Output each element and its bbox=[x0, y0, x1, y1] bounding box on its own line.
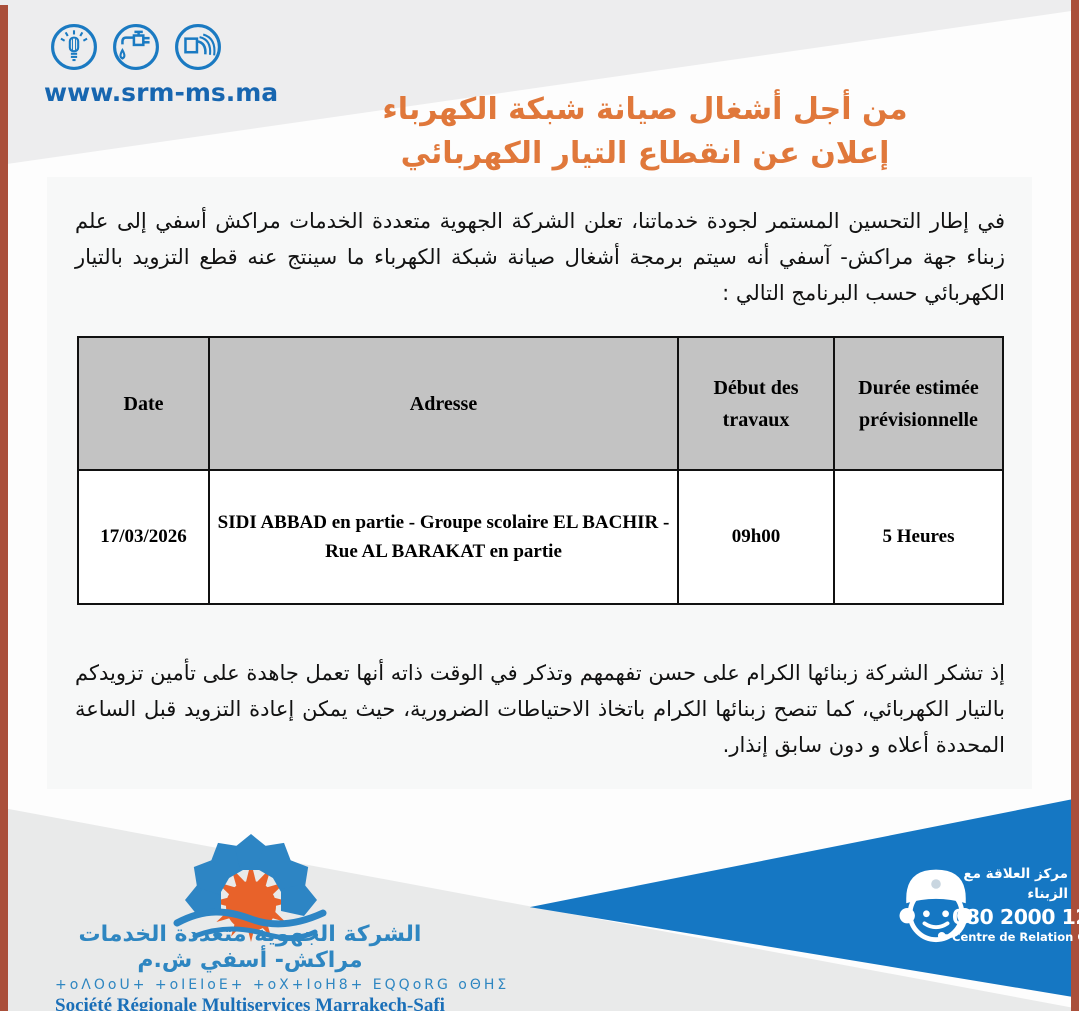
right-edge-strip bbox=[1071, 0, 1079, 1011]
title-line-1: من أجل أشغال صيانة شبكة الكهرباء bbox=[382, 92, 908, 127]
electricity-icon bbox=[51, 24, 97, 70]
cell-date: 17/03/2026 bbox=[77, 469, 210, 605]
brand-name-tifinagh: +oΛOoU+ +oIEIoE+ +oX+IoH8+ EQQoRG oΘHΣ bbox=[55, 977, 510, 993]
col-header-duree: Durée estimée prévisionnelle bbox=[833, 336, 1004, 471]
table-row: 17/03/2026 SIDI ABBAD en partie - Groupe… bbox=[77, 469, 1004, 605]
outro-paragraph: إذ تشكر الشركة زبنائها الكرام على حسن تف… bbox=[75, 661, 1005, 757]
outage-schedule-table: Date Adresse Début des travaux Durée est… bbox=[77, 336, 1004, 605]
contact-label-french: Centre de Relation Client bbox=[952, 930, 1079, 944]
cell-debut: 09h00 bbox=[677, 469, 835, 605]
title-line-2: إعلان عن انقطاع التيار الكهربائي bbox=[400, 136, 890, 171]
left-edge-strip bbox=[0, 5, 8, 1011]
support-mascot-icon bbox=[899, 869, 973, 943]
brand-text-block: الشركة الجهوية متعددة الخدمات مراكش- أسف… bbox=[55, 922, 510, 1011]
contact-phone-number: 080 2000 123 bbox=[952, 905, 1079, 929]
brand-name-french: Société Régionale Multiservices Marrakec… bbox=[55, 995, 445, 1011]
intro-paragraph: في إطار التحسين المستمر لجودة خدماتنا، ت… bbox=[75, 209, 1005, 305]
sanitation-icon bbox=[175, 24, 221, 70]
cell-adresse: SIDI ABBAD en partie - Groupe scolaire E… bbox=[208, 469, 679, 605]
col-header-date: Date bbox=[77, 336, 210, 471]
contact-label-arabic: مركز العلاقة مع الزبناء bbox=[963, 866, 1068, 902]
utility-icons bbox=[50, 23, 222, 71]
brand-name-arabic: الشركة الجهوية متعددة الخدمات مراكش- أسف… bbox=[78, 922, 422, 973]
page-title: من أجل أشغال صيانة شبكة الكهرباء إعلان ع… bbox=[210, 88, 1079, 176]
col-header-debut: Début des travaux bbox=[677, 336, 835, 471]
website-url: www.srm-ms.ma bbox=[44, 78, 279, 107]
water-icon bbox=[113, 24, 159, 70]
table-header-row: Date Adresse Début des travaux Durée est… bbox=[77, 336, 1004, 471]
srm-logo bbox=[173, 834, 327, 942]
contact-badge: مركز العلاقة مع الزبناء 080 2000 123 Cen… bbox=[952, 864, 1079, 945]
col-header-adresse: Adresse bbox=[208, 336, 679, 471]
cell-duree: 5 Heures bbox=[833, 469, 1004, 605]
